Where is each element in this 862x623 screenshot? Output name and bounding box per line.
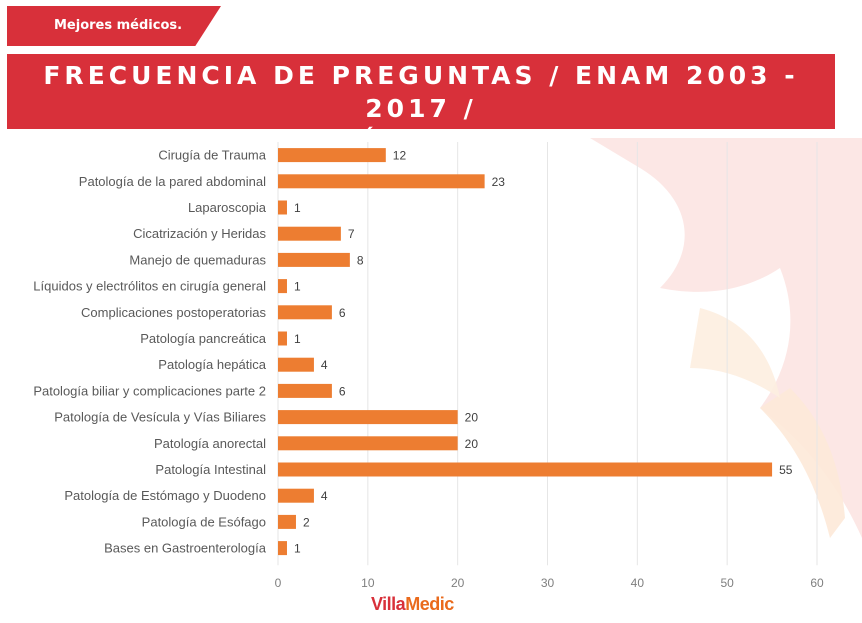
data-label: 6	[339, 306, 346, 320]
category-label: Líquidos y electrólitos en cirugía gener…	[33, 279, 266, 294]
x-tick-label: 10	[361, 576, 375, 590]
bar	[278, 305, 332, 320]
header-tag-text: Mejores médicos.	[54, 18, 183, 33]
category-label: Cirugía de Trauma	[158, 148, 266, 163]
bar	[278, 462, 773, 477]
category-label: Patología anorectal	[154, 436, 266, 451]
bar	[278, 226, 341, 241]
x-tick-label: 60	[810, 576, 824, 590]
bar	[278, 514, 296, 529]
data-label: 20	[465, 437, 479, 451]
category-label: Manejo de quemaduras	[129, 252, 266, 267]
bar	[278, 200, 287, 215]
data-label: 20	[465, 411, 479, 425]
x-tick-label: 40	[631, 576, 645, 590]
data-label: 8	[357, 253, 364, 267]
bar	[278, 279, 287, 294]
data-label: 4	[321, 358, 328, 372]
data-label: 12	[393, 149, 407, 163]
bar	[278, 252, 350, 267]
brand-part-1: Villa	[371, 594, 406, 614]
bar	[278, 331, 287, 346]
x-tick-label: 30	[541, 576, 555, 590]
bar	[278, 174, 485, 189]
category-label: Patología de la pared abdominal	[79, 174, 266, 189]
x-tick-label: 20	[451, 576, 465, 590]
bar	[278, 383, 332, 398]
category-label: Patología de Esófago	[142, 514, 266, 529]
title-banner: FRECUENCIA DE PREGUNTAS / ENAM 2003 - 20…	[7, 54, 835, 156]
category-label: Patología hepática	[158, 357, 266, 372]
bar	[278, 541, 287, 556]
category-label: Patología Intestinal	[155, 462, 266, 477]
category-label: Patología de Estómago y Duodeno	[64, 488, 266, 503]
category-label: Patología pancreática	[140, 331, 267, 346]
x-tick-label: 50	[720, 576, 734, 590]
data-label: 2	[303, 515, 310, 529]
data-label: 1	[294, 542, 301, 556]
bar	[278, 357, 314, 372]
data-label: 6	[339, 384, 346, 398]
bar	[278, 488, 314, 503]
category-label: Complicaciones postoperatorias	[81, 305, 266, 320]
data-label: 1	[294, 280, 301, 294]
data-label: 1	[294, 201, 301, 215]
bar	[278, 410, 458, 425]
data-label: 23	[492, 175, 506, 189]
phoenix-watermark	[590, 138, 862, 538]
bar	[278, 436, 458, 451]
data-label: 1	[294, 332, 301, 346]
brand-logo: VillaMedic	[371, 594, 454, 615]
brand-part-2: Medic	[405, 594, 454, 614]
category-label: Patología biliar y complicaciones parte …	[33, 383, 266, 398]
header-tag: Mejores médicos.	[7, 6, 221, 46]
title-line-1: FRECUENCIA DE PREGUNTAS / ENAM 2003 - 20…	[43, 61, 799, 123]
category-label: Bases en Gastroenterología	[104, 541, 267, 556]
bar-chart: Cirugía de Trauma Patología de la pared a…	[33, 138, 862, 590]
bar	[278, 148, 386, 163]
data-label: 4	[321, 489, 328, 503]
category-label: Patología de Vesícula y Vías Biliares	[54, 410, 266, 425]
category-label: Laparoscopia	[188, 200, 267, 215]
data-label: 55	[779, 463, 793, 477]
data-label: 7	[348, 227, 355, 241]
x-tick-label: 0	[275, 576, 282, 590]
category-label: Cicatrización y Heridas	[133, 226, 266, 241]
